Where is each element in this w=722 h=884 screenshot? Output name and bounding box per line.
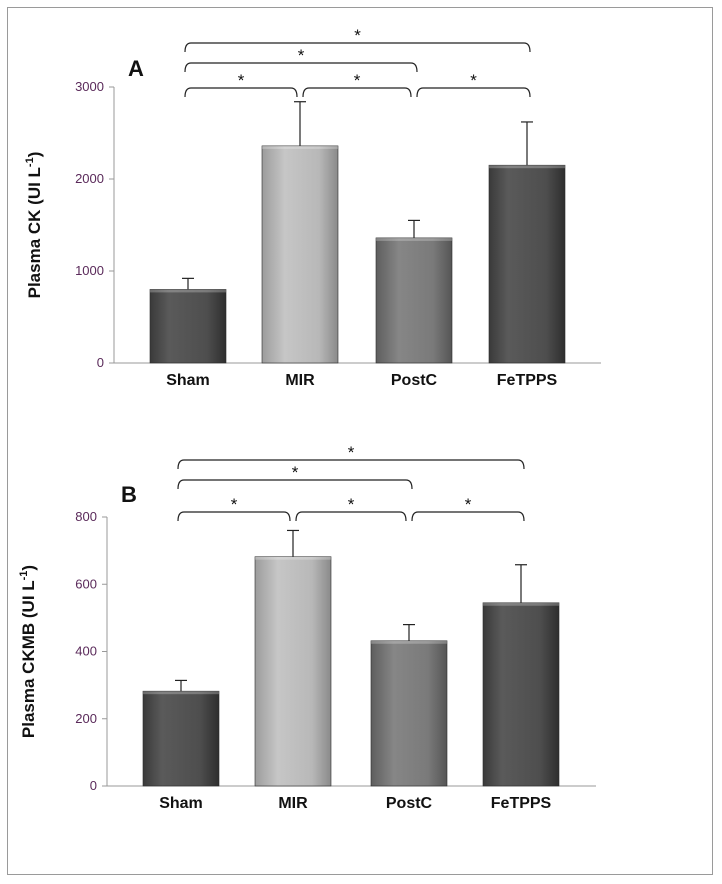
panel-b-significance-star: * <box>348 495 355 514</box>
panel-a-category-label-sham: Sham <box>166 372 210 389</box>
panel-a-bar-mir <box>261 145 339 364</box>
panel-a-significance-star: * <box>354 26 361 45</box>
panel-a-significance-bracket <box>184 42 531 53</box>
panel-a-bar-fetpps <box>488 164 566 364</box>
panel-a-bar-postc <box>375 237 453 364</box>
panel-b-label: B <box>121 482 137 507</box>
panel-b-bar-fetpps <box>482 602 560 787</box>
panel-a-y-tick-label: 1000 <box>75 263 104 278</box>
panel-b-y-tick-label: 0 <box>90 778 97 793</box>
panel-b-category-label-mir: MIR <box>278 795 308 812</box>
panel-b-significance-star: * <box>231 495 238 514</box>
panel-a-y-tick-label: 0 <box>97 355 104 370</box>
panel-b-y-axis-title: Plasma CKMB (UI L-1) <box>18 565 38 738</box>
panel-b-bar-mir <box>254 556 332 787</box>
panel-b-significance-bracket <box>177 479 413 490</box>
panel-a-category-label-mir: MIR <box>285 372 315 389</box>
panel-b-bar-cap-fetpps <box>483 602 559 606</box>
panel-b-y-tick-label: 200 <box>75 711 97 726</box>
panel-b-y-tick-label: 800 <box>75 509 97 524</box>
panel-a-category-label-fetpps: FeTPPS <box>497 372 558 389</box>
panel-a-bar-cap-sham <box>150 289 226 293</box>
panel-b-category-label-postc: PostC <box>386 795 433 812</box>
panel-b-significance-star: * <box>465 495 472 514</box>
panel-b-bar-cap-postc <box>371 640 447 644</box>
panel-b-bar-cap-sham <box>143 691 219 695</box>
panel-b-bar-sham <box>142 690 220 787</box>
panel-b-y-tick-label: 600 <box>75 576 97 591</box>
panel-b-chart: B 0 200 400 600 800 Plasma CKMB (UI L-1) Sham MI… <box>18 443 596 812</box>
panel-a-bar-sham <box>149 289 227 364</box>
panel-a-significance-star: * <box>238 71 245 90</box>
panel-a-significance-star: * <box>470 71 477 90</box>
panel-a-significance-bracket <box>302 87 412 98</box>
panel-a-bar-cap-fetpps <box>489 165 565 169</box>
panel-a-significance-star: * <box>354 71 361 90</box>
panel-a-significance-star: * <box>298 46 305 65</box>
panel-b-y-tick-label: 400 <box>75 644 97 659</box>
panel-b-bar-postc <box>370 640 448 787</box>
panel-a-y-axis-title: Plasma CK (UI L-1) <box>24 152 44 299</box>
panel-a-y-tick-label: 3000 <box>75 79 104 94</box>
panel-b-significance-bracket <box>177 511 291 522</box>
panel-a-bar-cap-mir <box>262 145 338 149</box>
panel-a-significance-bracket <box>184 87 298 98</box>
panel-b-significance-bracket <box>411 511 525 522</box>
panel-a-significance-bracket <box>184 62 418 73</box>
panel-a-category-label-postc: PostC <box>391 372 438 389</box>
panel-b-category-label-fetpps: FeTPPS <box>491 795 552 812</box>
figure-frame <box>7 7 713 875</box>
panel-b-significance-star: * <box>348 443 355 462</box>
panel-b-significance-bracket <box>295 511 407 522</box>
panel-b-significance-bracket <box>177 459 525 470</box>
panel-b-bar-cap-mir <box>255 556 331 560</box>
panel-b-category-label-sham: Sham <box>159 795 203 812</box>
panel-a-significance-bracket <box>416 87 531 98</box>
panel-a-chart: A 0 1000 2000 3000 Plasma CK (UI L-1) Sham MIR P… <box>24 26 601 389</box>
panel-a-y-tick-label: 2000 <box>75 171 104 186</box>
panel-a-label: A <box>128 56 144 81</box>
panel-b-significance-star: * <box>292 463 299 482</box>
panel-a-bar-cap-postc <box>376 237 452 241</box>
